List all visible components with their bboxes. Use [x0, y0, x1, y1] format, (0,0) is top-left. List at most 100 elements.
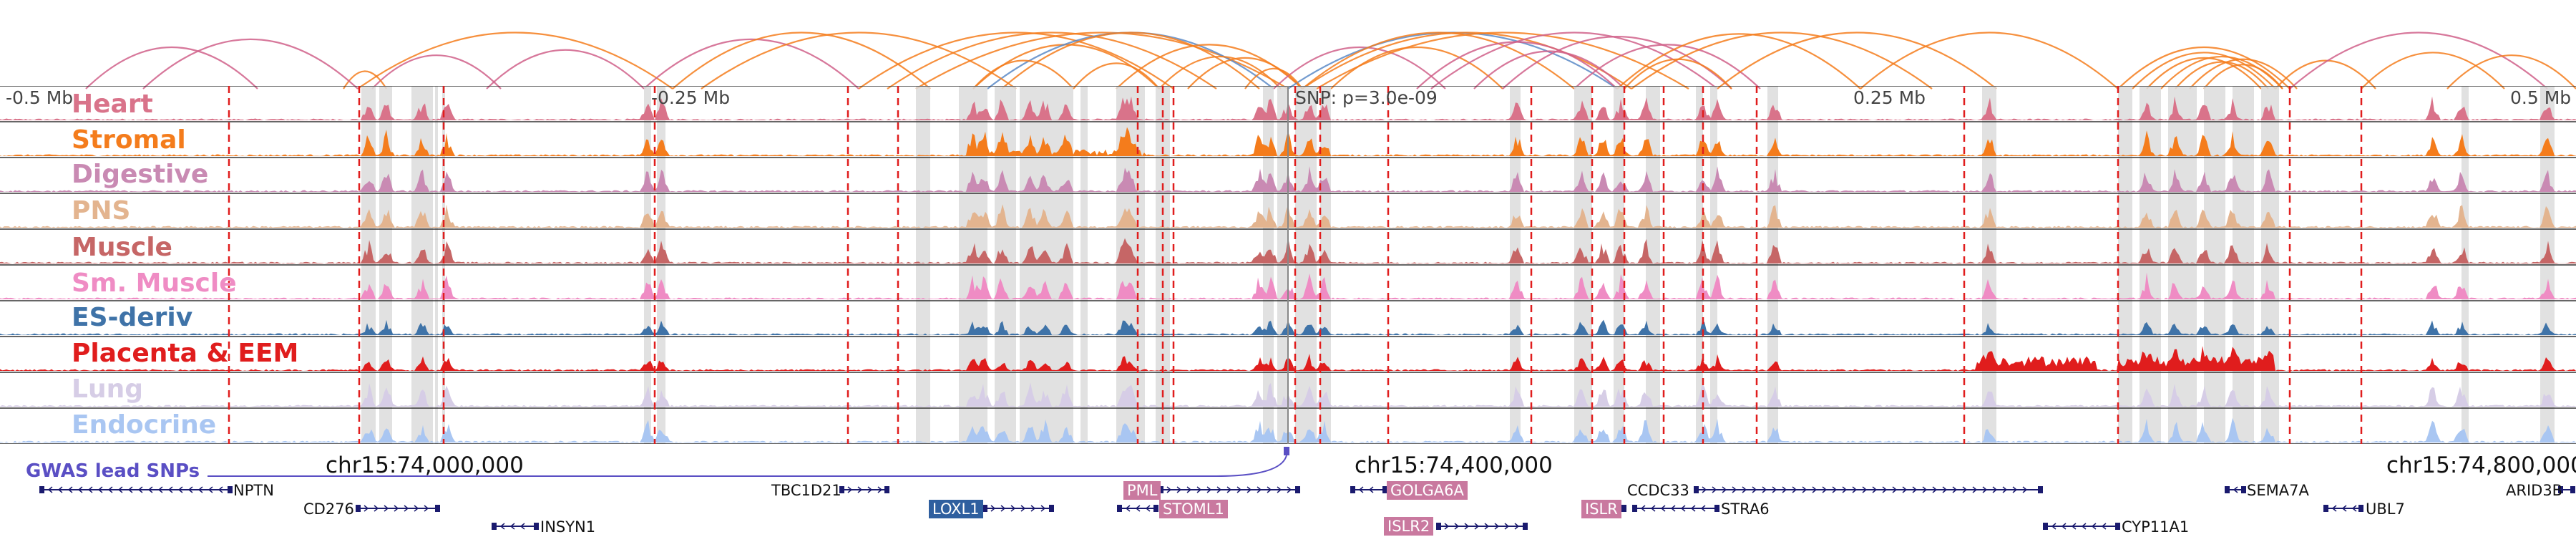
gene-model-arid3b-exon [2570, 486, 2575, 493]
gene-model-tbc1d21-exon [839, 486, 844, 493]
gene-model-islr2-exon [1523, 523, 1528, 530]
strand-arrow [1962, 486, 1968, 493]
strand-arrow [1166, 486, 1172, 493]
strand-arrow [1494, 523, 1500, 530]
gene-model-nptn-exon [39, 486, 44, 493]
strand-arrow [1358, 486, 1364, 493]
strand-arrow [414, 505, 419, 512]
loop-arc [701, 32, 1017, 90]
loop-arc [1158, 56, 1282, 90]
coordinate-label-74800000: chr15:74,800,000 [2386, 453, 2576, 478]
strand-arrow [1267, 486, 1272, 493]
strand-arrow [218, 486, 223, 493]
strand-arrow [1732, 486, 1737, 493]
loop-arc [2160, 56, 2283, 90]
axis-label-left: -0.5 Mb [6, 87, 74, 108]
strand-arrow [208, 486, 213, 493]
loop-arc [858, 32, 1174, 90]
strand-arrow [2101, 523, 2107, 530]
strand-arrow [87, 486, 93, 493]
strand-arrow [187, 486, 193, 493]
loop-arc [1631, 32, 1933, 90]
strand-arrow [1000, 505, 1006, 512]
loop-arc [1244, 67, 1303, 90]
gene-label-ubl7: UBL7 [2366, 500, 2405, 518]
strand-arrow [1982, 486, 1988, 493]
strand-arrow [877, 486, 883, 493]
strand-arrow [2051, 523, 2057, 530]
track-label-stromal: Stromal [72, 125, 186, 155]
loop-arc [142, 38, 358, 90]
strand-arrow [1992, 486, 1998, 493]
gene-model-golga6a-exon [1382, 486, 1387, 493]
strand-arrow [1145, 505, 1151, 512]
chromatin-loop-arcs [85, 32, 2576, 90]
loop-arc [1624, 58, 1732, 90]
strand-arrow [1464, 523, 1470, 530]
gene-label-cd276: CD276 [303, 500, 354, 518]
strand-arrow [2002, 486, 2008, 493]
strand-arrow [47, 486, 53, 493]
loop-arc [1574, 44, 1761, 90]
loop-arc [1473, 50, 1625, 90]
loop-arc [2203, 64, 2283, 90]
gene-model-stoml1-exon [1153, 505, 1158, 512]
strand-arrow [1952, 486, 1958, 493]
strand-arrow [1010, 505, 1016, 512]
gene-model-ccdc33-exon [2038, 486, 2043, 493]
gene-model-cd276-exon [356, 505, 361, 512]
strand-arrow [2081, 523, 2087, 530]
strand-arrow [1922, 486, 1928, 493]
track-label-endocrine: Endocrine [72, 410, 217, 440]
strand-arrow [107, 486, 113, 493]
loop-arc [2446, 54, 2576, 90]
strand-arrow [1176, 486, 1182, 493]
loop-arc [1073, 62, 1160, 90]
strand-arrow [1030, 505, 1036, 512]
strand-arrow [1702, 486, 1707, 493]
strand-arrow [1942, 486, 1948, 493]
strand-arrow [1125, 505, 1131, 512]
track-label-digestive: Digestive [72, 160, 209, 189]
strand-arrow [1792, 486, 1797, 493]
track-label-pns: PNS [72, 196, 131, 226]
gene-label-stra6: STRA6 [1721, 500, 1770, 518]
gene-model-sema7a-exon [2225, 486, 2230, 493]
gene-model-ubl7-exon [2323, 505, 2328, 512]
strand-arrow [424, 505, 429, 512]
loop-arc [1860, 32, 2119, 90]
strand-arrow [374, 505, 379, 512]
strand-arrow [1752, 486, 1757, 493]
track-label-lung: Lung [72, 374, 143, 404]
strand-arrow [2351, 505, 2357, 512]
strand-arrow [1932, 486, 1938, 493]
strand-arrow [1660, 505, 1666, 512]
gene-model-stra6-exon [1714, 505, 1719, 512]
loop-arc [1001, 32, 1260, 90]
strand-arrow [197, 486, 203, 493]
gwas-lead-snps-label: GWAS lead SNPs [26, 460, 200, 482]
gene-model-cyp11a1-exon [2115, 523, 2120, 530]
strand-arrow [1902, 486, 1908, 493]
strand-arrow [857, 486, 863, 493]
strand-arrow [147, 486, 153, 493]
strand-arrow [57, 486, 63, 493]
strand-arrow [1444, 523, 1450, 530]
gene-model-pml-exon [1295, 486, 1300, 493]
loop-arc [1316, 32, 1689, 90]
gene-label-pml: PML [1123, 481, 1161, 500]
strand-arrow [1822, 486, 1828, 493]
gene-model-islr2-exon [1436, 523, 1441, 530]
gene-label-stoml1: STOML1 [1159, 500, 1228, 518]
loop-arc [887, 32, 1217, 90]
strand-arrow [1206, 486, 1212, 493]
strand-arrow [847, 486, 853, 493]
signal-track-sm-muscle [0, 272, 2576, 299]
loop-arc [672, 32, 931, 90]
strand-arrow [2022, 486, 2028, 493]
loop-arc [2175, 61, 2269, 90]
strand-arrow [1812, 486, 1818, 493]
loop-arc [1302, 32, 1632, 90]
gene-model-cd276-exon [435, 505, 440, 512]
